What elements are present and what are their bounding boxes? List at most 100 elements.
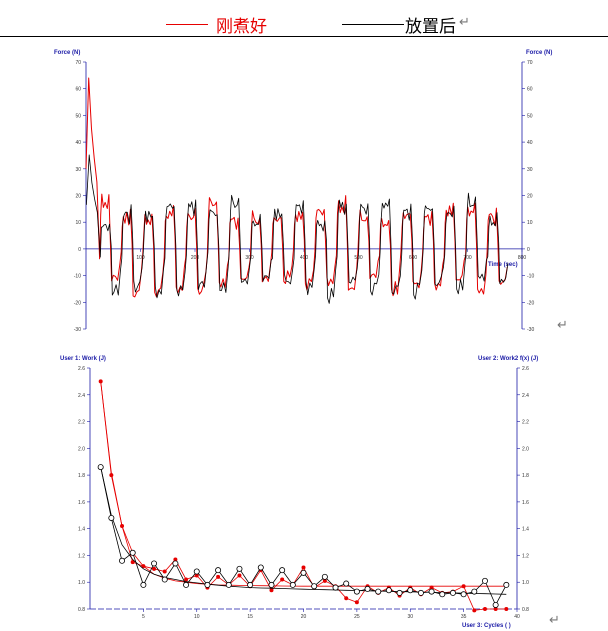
work-point-stored (353, 588, 360, 595)
work-point-stored (343, 580, 350, 587)
work-point-fresh (173, 557, 178, 562)
work-point-stored (503, 581, 510, 588)
legend-divider (0, 36, 608, 37)
work-point-fresh (504, 607, 509, 611)
work-x-tick-label: 20 (301, 614, 307, 620)
work-right-tick-label: 1.6 (522, 500, 529, 506)
work-point-stored (289, 581, 296, 588)
force-left-tick-label: -20 (74, 300, 81, 306)
work-left-tick-label: 2.6 (78, 366, 85, 372)
work-point-stored (321, 573, 328, 580)
work-point-stored (257, 564, 264, 571)
work-point-fresh (237, 573, 242, 578)
force-left-tick-label: 60 (75, 87, 81, 93)
work-point-stored (428, 588, 435, 595)
force-x-tick-label: 500 (354, 255, 363, 261)
legend-fresh-label: 刚煮好 (216, 17, 267, 37)
force-right-tick-label: -10 (527, 274, 534, 280)
work-right-tick-label: 2.0 (522, 446, 529, 452)
force-x-tick-label: 700 (463, 255, 472, 261)
work-point-stored (300, 569, 307, 576)
work-point-stored (108, 514, 115, 521)
work-x-tick-label: 5 (142, 614, 145, 620)
work-point-stored (492, 601, 499, 608)
work-left-axis-title: User 1: Work (J) (60, 356, 106, 362)
work-point-fresh (141, 564, 146, 569)
force-left-tick-label: -10 (74, 274, 81, 280)
work-point-fresh (354, 600, 359, 605)
work-point-stored (449, 589, 456, 596)
work-point-stored (204, 581, 211, 588)
work-point-stored (97, 464, 104, 471)
work-point-fresh (322, 578, 327, 583)
work-point-stored (161, 576, 168, 583)
work-point-stored (193, 568, 200, 575)
force-series-fresh (85, 77, 508, 298)
work-point-fresh (429, 585, 434, 590)
force-right-tick-label: 20 (527, 194, 533, 200)
work-point-stored (183, 581, 190, 588)
force-left-tick-label: 40 (75, 140, 81, 146)
work-point-fresh (216, 574, 221, 579)
work-point-fresh (184, 577, 189, 582)
work-right-tick-label: 1.4 (522, 527, 529, 533)
work-point-stored (375, 588, 382, 595)
force-right-axis-title: Force (N) (526, 50, 552, 56)
work-point-stored (151, 560, 158, 567)
work-x-tick-label: 25 (354, 614, 360, 620)
work-point-fresh (482, 607, 487, 611)
work-point-stored (332, 584, 339, 591)
return-mark-1: ↵ (557, 318, 568, 333)
work-point-stored (407, 587, 414, 594)
force-left-tick-label: -30 (74, 327, 81, 333)
force-x-tick-label: 200 (191, 255, 200, 261)
force-right-tick-label: 10 (527, 220, 533, 226)
force-right-tick-label: 30 (527, 167, 533, 173)
work-x-tick-label: 30 (407, 614, 413, 620)
work-point-stored (268, 581, 275, 588)
work-point-stored (129, 549, 136, 556)
legend-stored-label: 放置后 (405, 17, 456, 37)
work-point-stored (140, 581, 147, 588)
legend: 刚煮好 放置后 ↵ (0, 0, 608, 40)
work-left-tick-label: 1.6 (78, 500, 85, 506)
work-point-stored (215, 567, 222, 574)
force-left-tick-label: 50 (75, 113, 81, 119)
work-point-stored (385, 587, 392, 594)
work-point-stored (439, 591, 446, 598)
work-point-stored (396, 589, 403, 596)
work-point-fresh (472, 608, 477, 613)
legend-stored-line (342, 24, 404, 25)
work-point-stored (172, 560, 179, 567)
force-chart: Force (N) Force (N) Time (sec) -30 -30 -20… (54, 50, 552, 333)
work-right-tick-label: 2.4 (522, 393, 529, 399)
force-x-tick-label: 300 (245, 255, 254, 261)
work-fit-stored (100, 467, 507, 595)
work-point-fresh (152, 566, 157, 571)
force-right-tick-label: -30 (527, 327, 534, 333)
work-point-fresh (98, 379, 103, 384)
force-left-tick-label: 0 (78, 247, 81, 253)
work-point-fresh (130, 560, 135, 565)
work-chart: User 1: Work (J) User 2: Work2 f(x) (J) … (60, 356, 538, 629)
work-point-fresh (301, 565, 306, 570)
work-right-tick-label: 1.2 (522, 553, 529, 559)
work-x-tick-label: 10 (194, 614, 200, 620)
work-point-fresh (493, 607, 498, 611)
work-left-tick-label: 0.8 (78, 607, 85, 613)
work-point-stored (364, 585, 371, 592)
work-point-stored (311, 583, 318, 590)
return-mark: ↵ (459, 15, 470, 30)
work-left-tick-label: 2.4 (78, 393, 85, 399)
force-right-tick-label: 60 (527, 87, 533, 93)
force-right-tick-label: -20 (527, 300, 534, 306)
return-mark-2: ↵ (549, 613, 560, 628)
work-left-tick-label: 1.4 (78, 527, 85, 533)
work-x-axis-title: User 3: Cycles ( ) (462, 623, 511, 629)
work-right-tick-label: 0.8 (522, 607, 529, 613)
work-point-fresh (344, 596, 349, 601)
work-point-fresh (162, 569, 167, 574)
force-x-tick-label: 400 (300, 255, 309, 261)
force-x-tick-label: 100 (136, 255, 145, 261)
work-line-fresh (100, 381, 507, 611)
